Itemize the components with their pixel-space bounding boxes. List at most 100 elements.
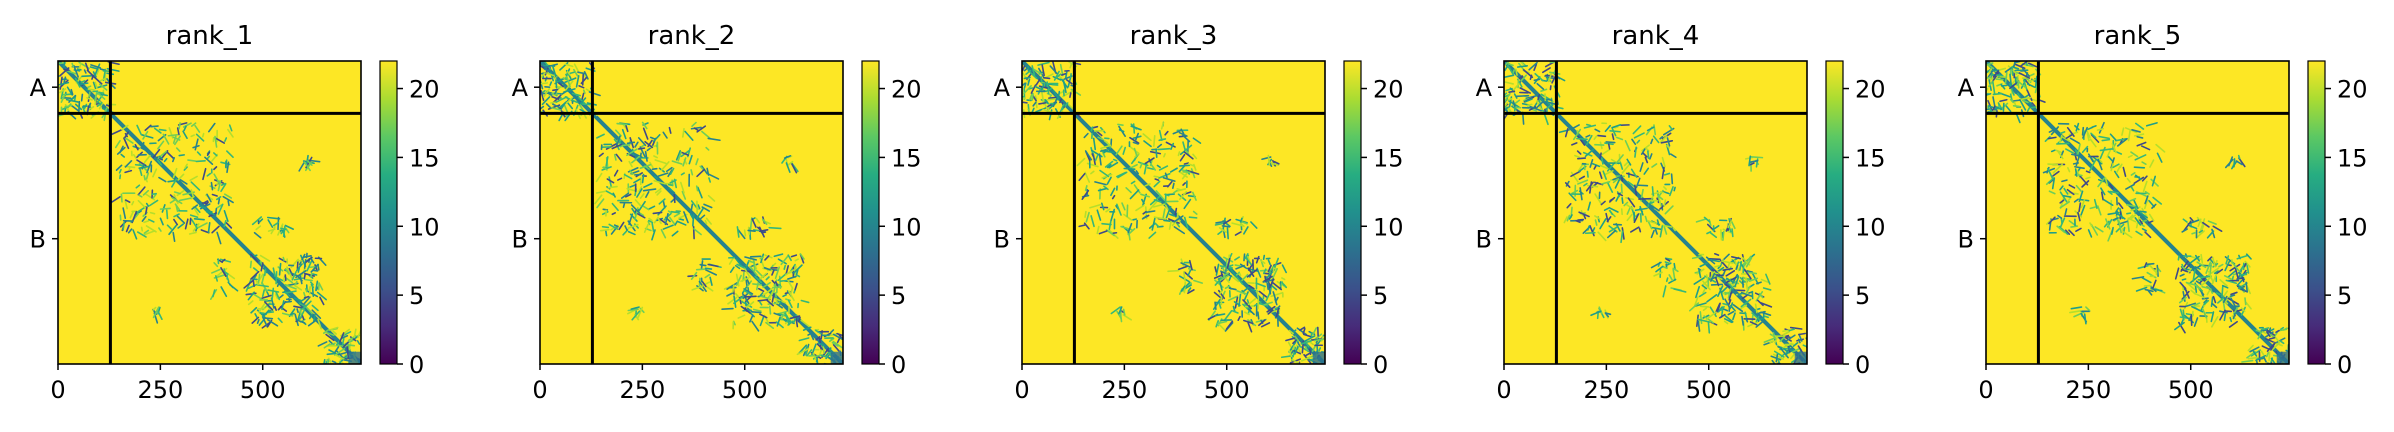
heatmap-cell [1732, 312, 1736, 321]
heatmap-cell [257, 273, 261, 285]
heatmap-cell [2087, 126, 2094, 131]
heatmap-cell [1291, 358, 1300, 364]
heatmap-frame [539, 60, 844, 365]
heatmap-cell [1100, 144, 1112, 150]
heatmap-cell [1706, 231, 1712, 235]
y-tick-label: B [512, 226, 528, 254]
heatmap-cell [137, 199, 147, 209]
heatmap-cell [1184, 284, 1192, 290]
heatmap-cell [696, 207, 704, 220]
colorbar-frame [379, 60, 398, 365]
heatmap-cell [574, 96, 581, 105]
colorbar-tick-label: 15 [1373, 144, 1404, 172]
heatmap-cell [1192, 137, 1202, 144]
heatmap-cell [1604, 124, 1611, 133]
heatmap-cell [2127, 130, 2131, 142]
heatmap-cell [541, 96, 551, 106]
heatmap-cell [2181, 228, 2188, 233]
heatmap-cell [699, 165, 704, 171]
heatmap-cell [2146, 262, 2155, 266]
heatmap-cell [651, 167, 658, 171]
heatmap-cell [2078, 174, 2089, 186]
heatmap-cell [2026, 89, 2033, 102]
heatmap-cell [1241, 286, 1250, 294]
heatmap-cell [94, 81, 98, 90]
heatmap-cell [1101, 150, 1115, 154]
heatmap-cell [751, 320, 760, 332]
y-tick-label: B [1958, 226, 1974, 254]
heatmap-cell [1313, 338, 1324, 342]
heatmap-cell [1626, 206, 1631, 215]
heatmap-cell [1076, 157, 1086, 167]
heatmap-cell [2152, 279, 2157, 289]
heatmap-frame [1503, 60, 1808, 365]
heatmap-cell [752, 258, 756, 272]
heatmap-cell [1636, 139, 1641, 144]
heatmap-cell [2095, 155, 2103, 164]
heatmap-cell [637, 137, 647, 147]
heatmap-cell [341, 337, 345, 346]
heatmap-cell [2279, 339, 2285, 345]
heatmap-cell [627, 223, 639, 229]
heatmap-cell [639, 163, 652, 169]
heatmap-cell [1783, 347, 1790, 354]
heatmap-cell [332, 330, 337, 335]
heatmap-cell [1217, 230, 1223, 235]
heatmap-cell [2134, 217, 2142, 226]
heatmap-cell [773, 312, 782, 317]
heatmap-cell [1123, 167, 1136, 170]
heatmap-cell [1243, 253, 1246, 262]
heatmap-cell [675, 150, 681, 161]
heatmap-cell [652, 133, 661, 143]
heatmap-cell [123, 137, 130, 150]
heatmap-cell [1740, 298, 1752, 308]
heatmap-cell [206, 151, 211, 157]
heatmap-cell [799, 253, 805, 260]
heatmap-cell [279, 306, 288, 312]
heatmap-cell [202, 167, 207, 181]
heatmap-cell [176, 127, 180, 136]
heatmap-cell [1987, 70, 1994, 78]
heatmap-cell [832, 333, 843, 341]
heatmap-cell [1160, 122, 1165, 130]
heatmap-cell [1661, 156, 1666, 168]
heatmap-cell [2094, 226, 2104, 233]
heatmap-cell [1121, 202, 1126, 211]
heatmap-cell [1148, 231, 1157, 239]
heatmap-cell [1518, 75, 1524, 80]
heatmap-cell [677, 151, 682, 162]
heatmap-cell [743, 266, 751, 279]
heatmap-cell [1234, 264, 1241, 267]
heatmap-cell [2068, 184, 2076, 189]
heatmap-cell [99, 77, 107, 82]
heatmap-cell [1583, 124, 1596, 129]
heatmap-cell [1172, 189, 1178, 194]
heatmap-cell [1304, 345, 1308, 351]
heatmap-cell [1992, 92, 2003, 96]
heatmap-cell [138, 165, 150, 169]
heatmap-cell [1797, 338, 1801, 344]
heatmap-cell [1519, 87, 1531, 94]
heatmap-cell [1586, 184, 1599, 188]
heatmap-cell [1670, 173, 1674, 185]
heatmap-cell [1217, 289, 1226, 300]
heatmap-cell [1179, 171, 1188, 178]
heatmap-cell [2209, 288, 2214, 294]
heatmap-cell [134, 143, 139, 151]
heatmap-cell [653, 175, 658, 180]
heatmap-cell [2070, 306, 2083, 310]
heatmap-cell [1029, 71, 1038, 80]
heatmap-cell [162, 133, 170, 145]
heatmap-cell [2136, 141, 2147, 147]
heatmap-cell [671, 230, 679, 237]
heatmap-cell [611, 212, 616, 216]
heatmap-cell [1165, 205, 1172, 219]
heatmap-cell [1096, 225, 1100, 235]
heatmap-cell [158, 128, 167, 132]
heatmap-cell [762, 287, 773, 296]
heatmap-cell [1177, 151, 1181, 157]
heatmap-cell [649, 161, 654, 169]
heatmap-cell [2012, 99, 2021, 102]
heatmap-cell [1059, 98, 1063, 104]
heatmap-cell [2011, 65, 2014, 76]
